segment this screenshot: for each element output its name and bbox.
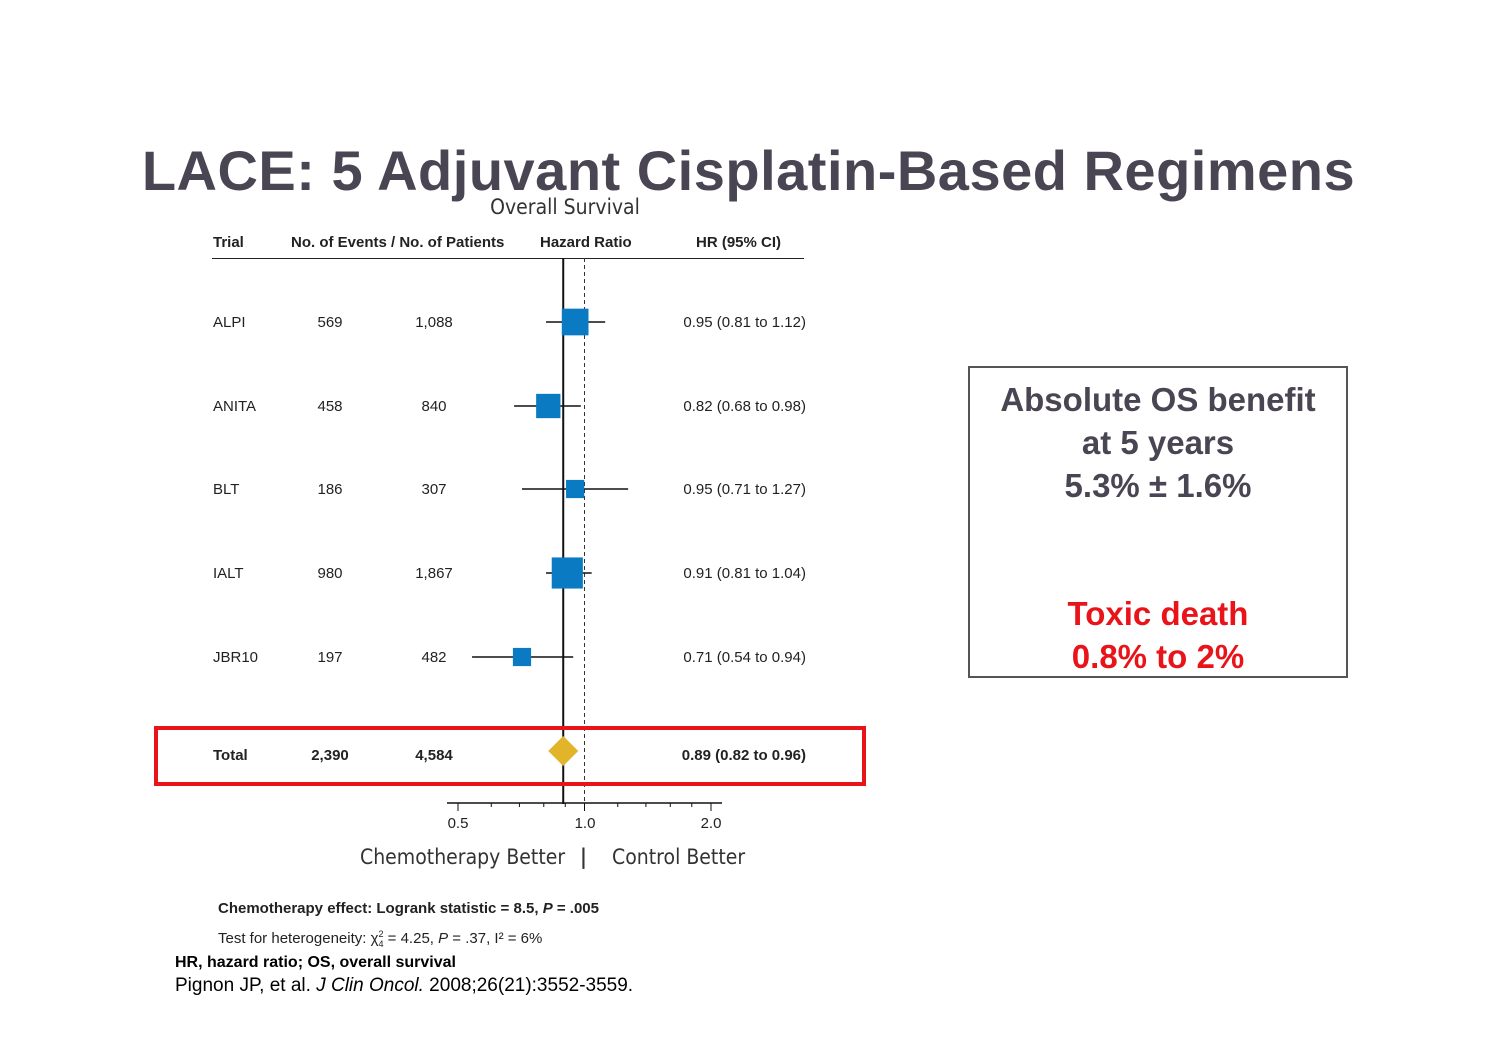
hr-point [551,557,583,589]
heterogeneity-stat: Test for heterogeneity: χ24 = 4.25, P = … [218,929,542,949]
axis-separator: | [580,845,587,869]
abbreviations-footnote: HR, hazard ratio; OS, overall survival [175,954,456,971]
header-hazard-ratio: Hazard Ratio [540,234,632,251]
citation-authors: Pignon JP, et al. [175,975,317,996]
total-events: 2,390 [311,747,349,764]
axis-left-label: Chemotherapy Better [360,845,566,869]
tick-label: 1.0 [574,815,596,832]
total-highlight-box [154,726,866,786]
header-events: No. of Events / No. of Patients [291,234,505,251]
benefit-value: 5.3% ± 1.6% [1064,467,1252,504]
benefit-line-2: at 5 years [1081,424,1235,461]
hr-point [561,308,589,336]
pooled-diamond [548,736,579,766]
axis-right-label: Control Better [612,845,746,869]
header-trial: Trial [213,234,244,251]
het-mid: = 4.25, [383,930,439,947]
total-patients: 4,584 [415,747,453,764]
header-rule [212,258,804,259]
patients-count: 482 [421,649,447,666]
tick-label: 2.0 [700,815,722,832]
hr-ci-text: 0.91 (0.81 to 1.04) [683,565,806,582]
patients-count: 840 [421,398,447,415]
events-count: 458 [317,398,343,415]
slide-title: LACE: 5 Adjuvant Cisplatin-Based Regimen… [141,139,1356,202]
effect-text: Chemotherapy effect: Logrank statistic =… [218,900,543,917]
trial-name: BLT [213,481,240,498]
events-count: 980 [317,565,343,582]
trial-name: JBR10 [213,649,259,666]
het-sub: 4 [378,939,384,949]
toxic-death-value: 0.8% to 2% [1071,638,1245,675]
hr-ci-text: 0.71 (0.54 to 0.94) [683,649,806,666]
hr-ci-text: 0.82 (0.68 to 0.98) [683,398,806,415]
events-count: 569 [317,314,343,331]
header-ci: HR (95% CI) [696,234,782,251]
events-count: 197 [317,649,343,666]
patients-count: 307 [421,481,447,498]
os-benefit-box: Absolute OS benefit at 5 years 5.3% ± 1.… [968,366,1348,678]
toxic-death-label: Toxic death [1067,595,1249,632]
effect-p: P [542,900,553,917]
hr-point [566,479,585,499]
trial-name: ALPI [213,314,246,331]
het-p: P [438,930,449,947]
patients-count: 1,088 [415,314,453,331]
patients-count: 1,867 [415,565,453,582]
trial-name: ANITA [213,398,257,415]
citation-details: 2008;26(21):3552-3559. [423,975,634,996]
citation: Pignon JP, et al. J Clin Oncol. 2008;26(… [175,975,633,997]
citation-journal: J Clin Oncol. [316,975,424,996]
hr-point [536,393,561,419]
events-count: 186 [317,481,343,498]
het-sup: 2 [378,929,384,939]
hr-point [512,647,532,667]
het-text: Test for heterogeneity: χ [218,930,379,947]
benefit-line-1: Absolute OS benefit [1000,381,1316,418]
chart-title: Overall Survival [490,195,640,219]
tick-label: 0.5 [447,815,469,832]
total-label: Total [213,747,248,764]
hr-ci-text: 0.95 (0.81 to 1.12) [683,314,806,331]
total-ci-text: 0.89 (0.82 to 0.96) [681,747,806,764]
het-suffix: = .37, I² = 6% [448,930,543,947]
hr-ci-text: 0.95 (0.71 to 1.27) [683,481,806,498]
effect-value: = .005 [552,900,599,917]
trial-name: IALT [213,565,244,582]
chemotherapy-effect-stat: Chemotherapy effect: Logrank statistic =… [218,900,599,917]
